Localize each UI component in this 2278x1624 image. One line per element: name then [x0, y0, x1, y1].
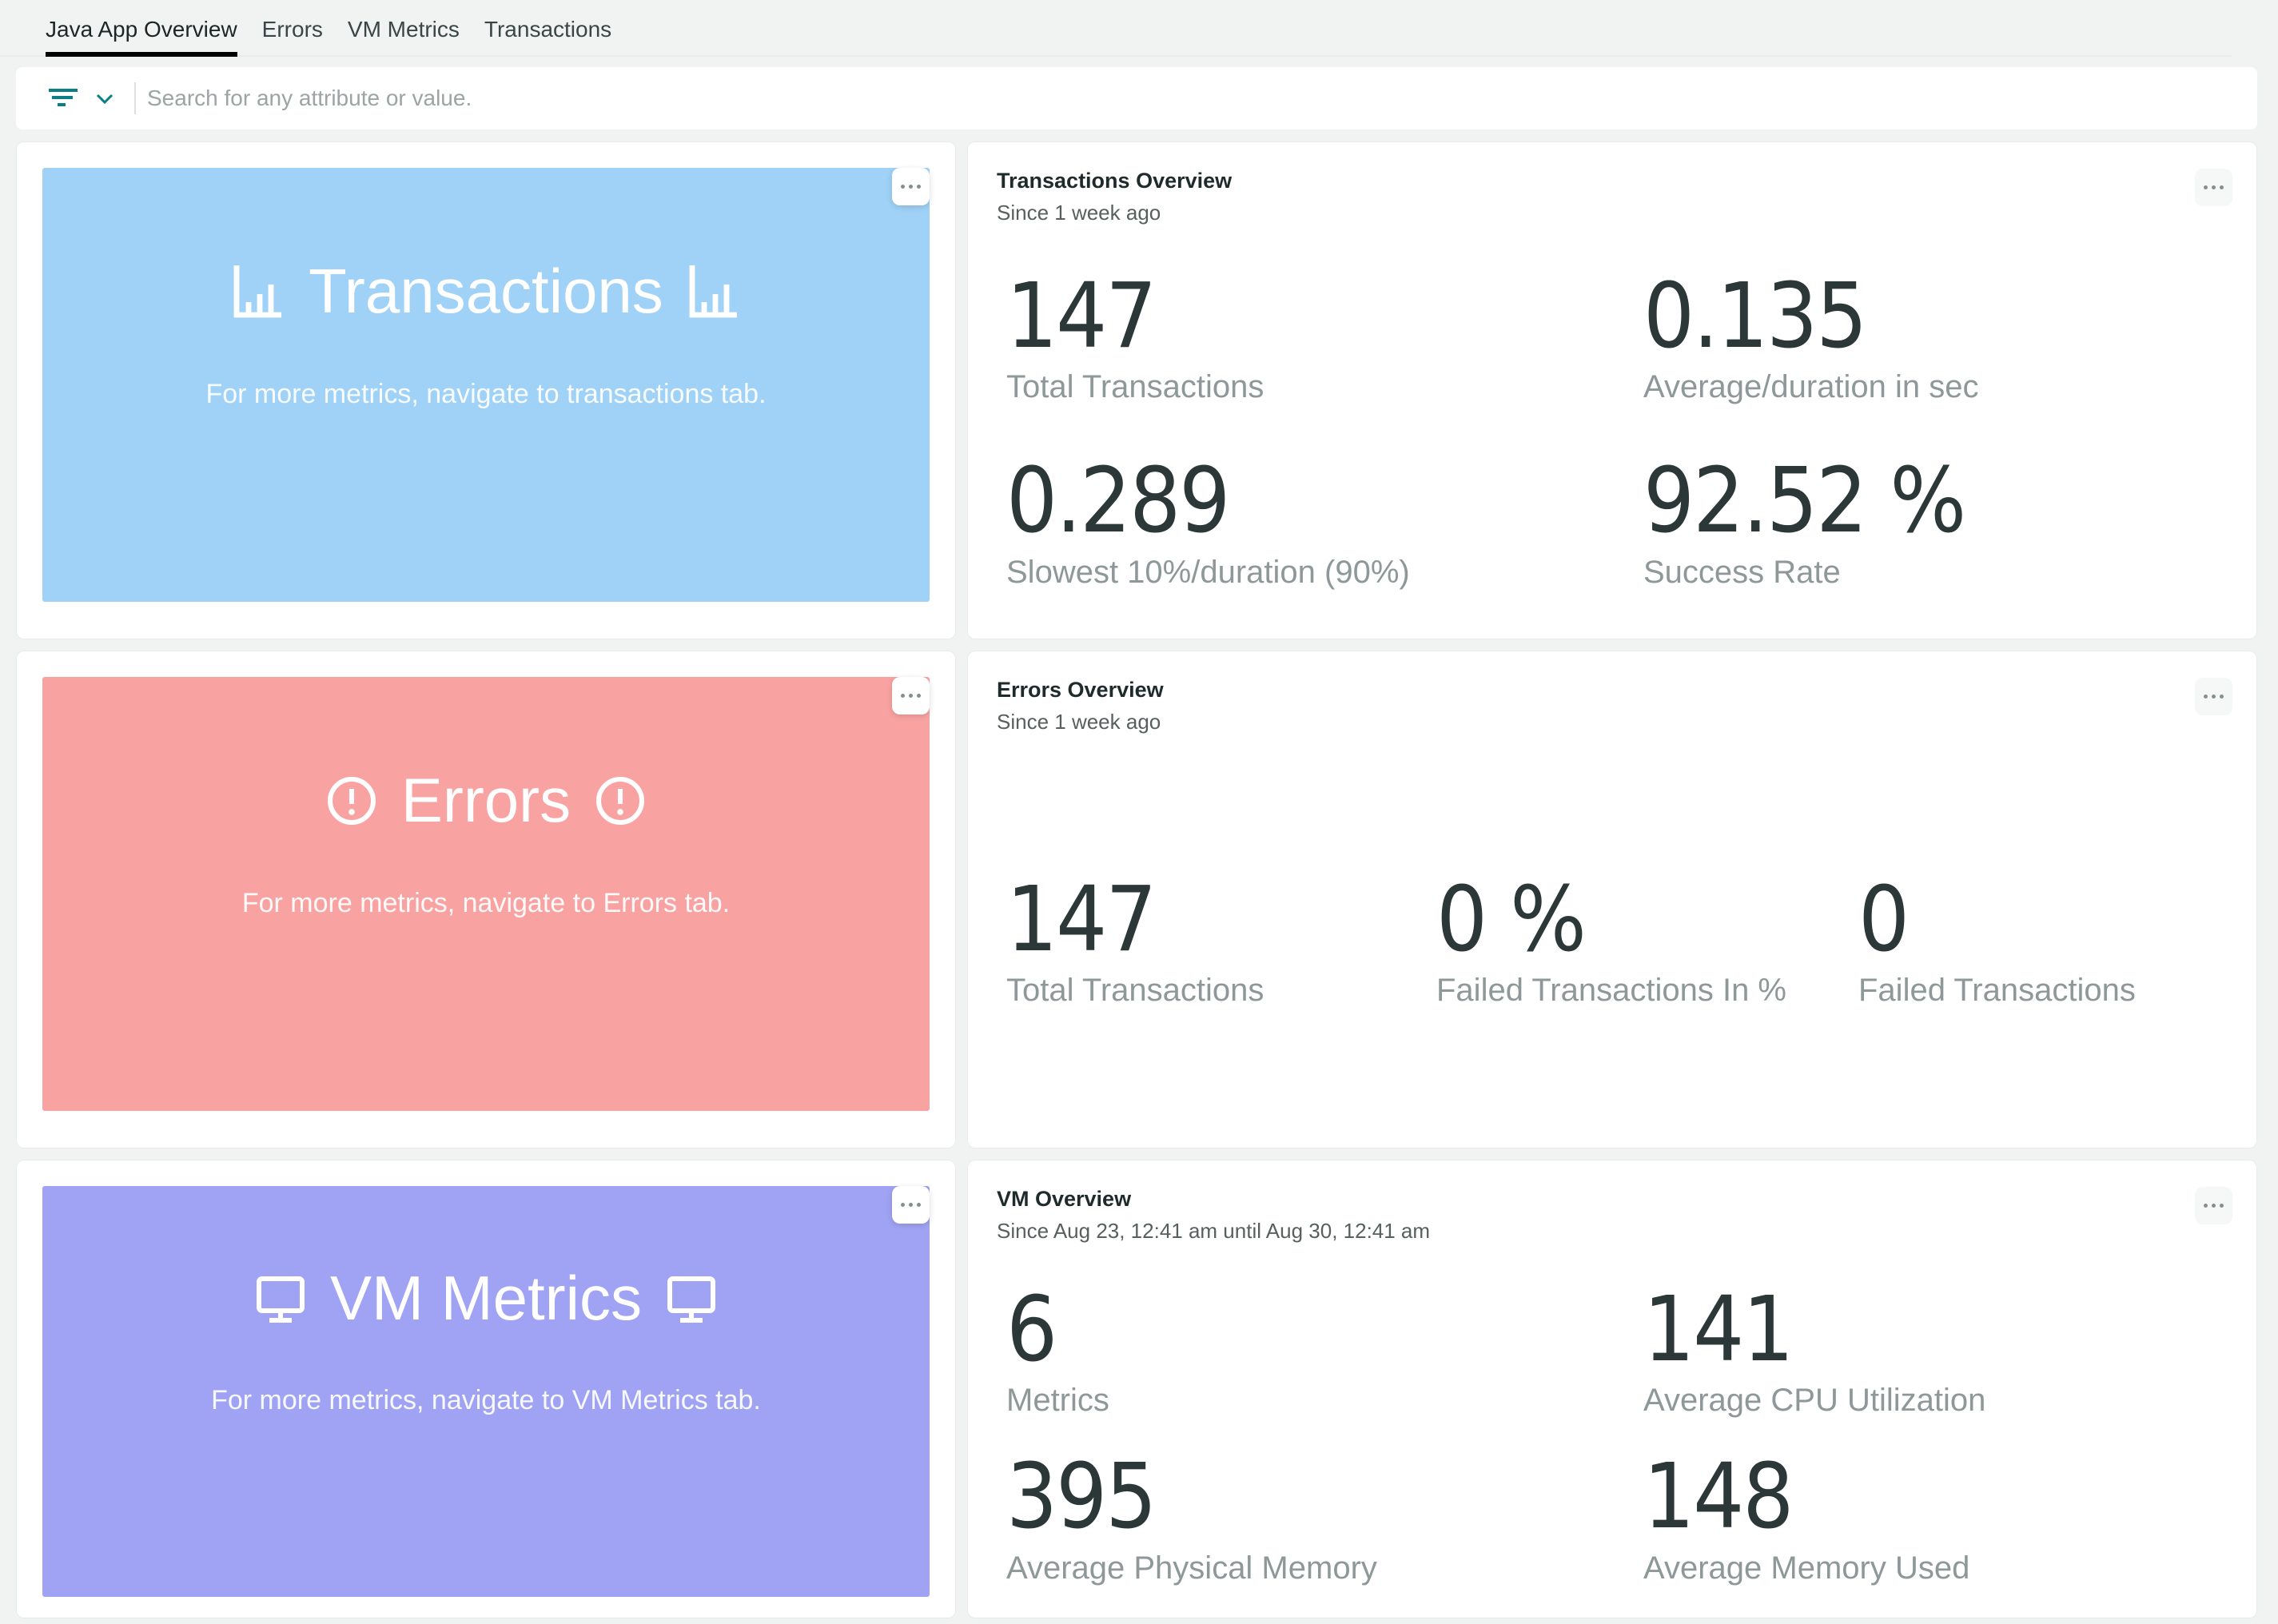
tab-errors[interactable]: Errors	[261, 17, 323, 42]
tab-java-app-overview[interactable]: Java App Overview	[46, 17, 237, 57]
monitor-icon	[255, 1273, 306, 1324]
ellipsis-menu-button[interactable]	[2195, 169, 2232, 206]
banner-title: VM Metrics	[211, 1261, 761, 1336]
metric-success-rate: 92.52 % Success Rate	[1643, 449, 1966, 590]
banner-message: For more metrics, navigate to Errors tab…	[241, 887, 731, 918]
banner-message: For more metrics, navigate to VM Metrics…	[211, 1385, 761, 1416]
transactions-banner-card: Transactions For more metrics, navigate …	[16, 141, 956, 639]
row-errors: Errors For more metrics, navigate to Err…	[16, 651, 2257, 1148]
metrics-grid: 147 Total Transactions 0.135 Average/dur…	[1006, 270, 2231, 591]
errors-overview-card: Errors Overview Since 1 week ago 147 Tot…	[967, 651, 2257, 1148]
card-title: VM Overview	[997, 1187, 1132, 1211]
metric-slowest-duration: 0.289 Slowest 10%/duration (90%)	[1006, 449, 1410, 590]
banner-title: Errors	[242, 763, 730, 838]
banner-title: Transactions	[205, 254, 766, 329]
vm-banner-card: VM Metrics For more metrics, navigate to…	[16, 1160, 956, 1618]
bar-chart-icon	[232, 264, 285, 320]
row-vm-metrics: VM Metrics For more metrics, navigate to…	[16, 1160, 2257, 1618]
metric-total-transactions: 147 Total Transactions	[1006, 867, 1264, 1009]
ellipsis-menu-button[interactable]	[2195, 1187, 2232, 1224]
vm-overview-card: VM Overview Since Aug 23, 12:41 am until…	[967, 1160, 2257, 1618]
banner-title-text: VM Metrics	[329, 1262, 642, 1333]
transactions-overview-card: Transactions Overview Since 1 week ago 1…	[967, 141, 2257, 639]
tab-transactions[interactable]: Transactions	[484, 17, 612, 42]
monitor-icon	[666, 1273, 717, 1324]
metric-metrics-count: 6 Metrics	[1006, 1278, 1109, 1419]
ellipsis-menu-button[interactable]	[892, 677, 930, 714]
card-title: Errors Overview	[997, 678, 1164, 702]
dashboard-tab-bar: Java App Overview Errors VM Metrics Tran…	[0, 0, 2232, 57]
metric-failed-transactions-pct: 0 % Failed Transactions In %	[1436, 867, 1786, 1009]
row-transactions: Transactions For more metrics, navigate …	[16, 141, 2257, 639]
banner-title-text: Errors	[400, 765, 571, 836]
card-subtitle: Since 1 week ago	[997, 201, 1161, 225]
card-subtitle: Since 1 week ago	[997, 710, 1161, 734]
metric-total-transactions: 147 Total Transactions	[1006, 265, 1264, 405]
filter-icon[interactable]	[48, 88, 78, 109]
filter-search-bar	[16, 67, 2257, 129]
card-title: Transactions Overview	[997, 169, 1233, 193]
metrics-grid: 6 Metrics 141 Average CPU Utilization 39…	[1006, 1284, 2231, 1586]
banner-message: For more metrics, navigate to transactio…	[205, 378, 767, 409]
transactions-banner: Transactions For more metrics, navigate …	[42, 168, 930, 602]
search-input[interactable]	[147, 74, 2257, 122]
alert-icon	[595, 775, 646, 826]
errors-banner: Errors For more metrics, navigate to Err…	[42, 677, 930, 1111]
metric-average-duration: 0.135 Average/duration in sec	[1643, 265, 1979, 405]
vm-banner: VM Metrics For more metrics, navigate to…	[42, 1186, 930, 1597]
banner-title-text: Transactions	[309, 256, 663, 327]
search-divider	[134, 82, 136, 114]
ellipsis-menu-button[interactable]	[2195, 678, 2232, 715]
dashboard-grid: Transactions For more metrics, navigate …	[16, 141, 2257, 1618]
card-subtitle: Since Aug 23, 12:41 am until Aug 30, 12:…	[997, 1219, 1431, 1243]
metric-avg-memory-used: 148 Average Memory Used	[1643, 1445, 1970, 1586]
tab-vm-metrics[interactable]: VM Metrics	[347, 17, 460, 42]
alert-icon	[326, 775, 377, 826]
filter-lines-icon	[49, 89, 78, 106]
metric-avg-physical-memory: 395 Average Physical Memory	[1006, 1445, 1377, 1586]
metric-avg-cpu: 141 Average CPU Utilization	[1643, 1278, 1986, 1419]
metric-failed-transactions: 0 Failed Transactions	[1858, 867, 2136, 1009]
ellipsis-menu-button[interactable]	[892, 168, 930, 205]
bar-chart-icon	[687, 264, 740, 320]
metrics-grid: 147 Total Transactions 0 % Failed Transa…	[1006, 867, 2231, 1009]
ellipsis-menu-button[interactable]	[892, 1186, 930, 1224]
chevron-down-icon[interactable]	[96, 94, 114, 104]
errors-banner-card: Errors For more metrics, navigate to Err…	[16, 651, 956, 1148]
